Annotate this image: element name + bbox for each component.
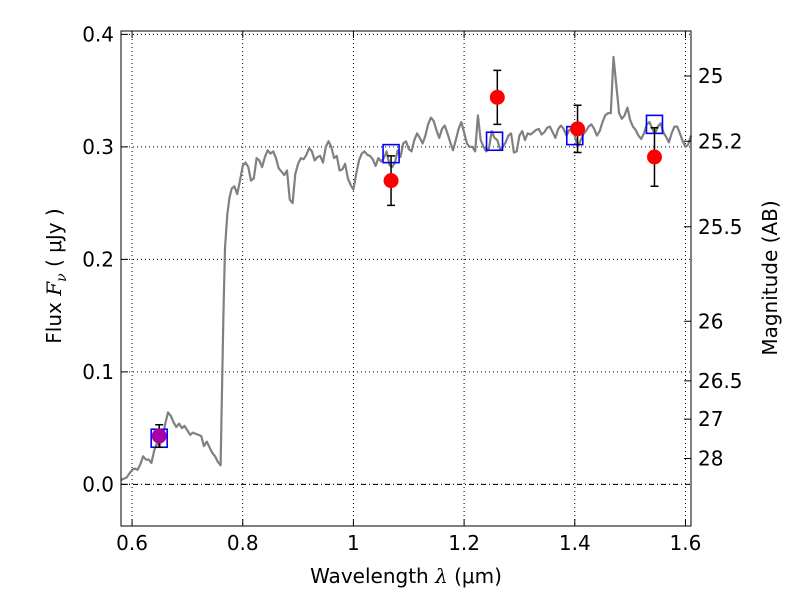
grid — [121, 31, 691, 526]
x-tick-label: 0.6 — [116, 531, 148, 555]
y-tick-label: 0.3 — [82, 135, 114, 159]
y-axis-ticks: 0.0 0.1 0.2 0.3 0.4 — [82, 22, 128, 496]
observed-photometry-point — [646, 149, 662, 165]
y2-tick-label: 26.5 — [698, 369, 743, 393]
observed-photometry-point — [151, 428, 167, 444]
y-tick-label: 0.0 — [82, 472, 114, 496]
model-photometry-layer — [150, 114, 664, 449]
x-tick-label: 1.2 — [448, 531, 480, 555]
y-axis-symbol: F — [42, 281, 66, 297]
plot-frame — [120, 30, 692, 527]
y-tick-label: 0.1 — [82, 360, 114, 384]
x-tick-label: 1.6 — [670, 531, 702, 555]
observed-photometry-point — [383, 173, 399, 189]
model-spectrum-layer — [120, 55, 693, 481]
observed-photometry-layer — [151, 69, 662, 448]
y2-tick-label: 25 — [698, 64, 723, 88]
x-axis-label: Wavelength λ (μm) — [310, 564, 502, 588]
y2-tick-label: 25.2 — [698, 129, 743, 153]
y2-axis-label: Magnitude (AB) — [758, 200, 782, 355]
x-tick-label: 1 — [347, 531, 360, 555]
y2-tick-label: 27 — [698, 407, 723, 431]
observed-photometry-point — [570, 121, 586, 137]
x-tick-label: 0.8 — [227, 531, 259, 555]
y-axis-label: Flux Fν ( μJy ) — [42, 208, 70, 343]
y-tick-label: 0.2 — [82, 247, 114, 271]
x-axis-symbol: λ — [434, 564, 448, 588]
y2-axis-ticks: 25 25.2 25.5 26 26.5 27 28 — [684, 64, 743, 471]
model-photometry-square — [485, 131, 504, 152]
y2-tick-label: 26 — [698, 309, 723, 333]
y-axis-subscript: ν — [54, 273, 70, 282]
y2-tick-label: 25.5 — [698, 215, 743, 239]
x-axis-ticks: 0.6 0.8 1 1.2 1.4 1.6 — [116, 31, 701, 555]
y2-tick-label: 28 — [698, 447, 723, 471]
y-tick-label: 0.4 — [82, 22, 114, 46]
x-tick-label: 1.4 — [559, 531, 591, 555]
observed-photometry-point — [489, 89, 505, 105]
model-spectrum-line — [120, 55, 693, 481]
